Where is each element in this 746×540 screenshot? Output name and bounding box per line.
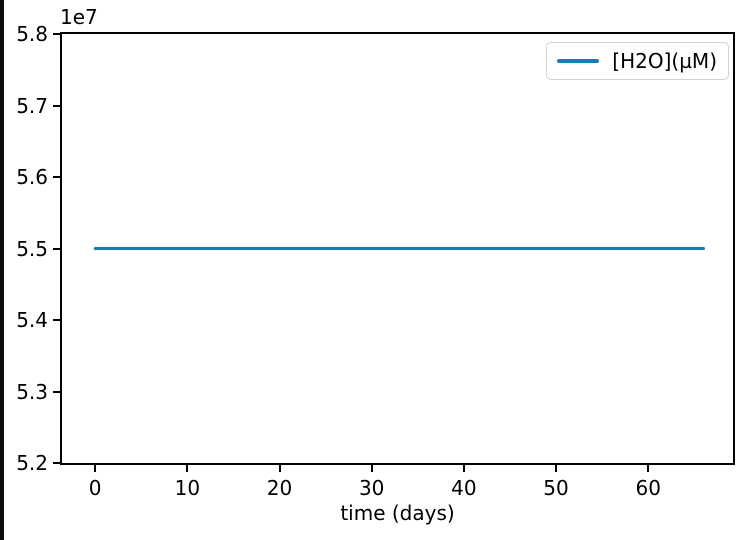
- x-tick-label: 50: [543, 476, 569, 500]
- y-tick-label: 5.5: [16, 236, 48, 261]
- y-tick-mark: [53, 176, 60, 178]
- legend-line-sample-icon: [557, 59, 600, 63]
- y-tick-label: 5.4: [16, 308, 48, 332]
- y-tick-label: 5.3: [16, 379, 48, 404]
- x-tick-label: 0: [88, 476, 102, 500]
- y-tick-label: 5.7: [16, 93, 48, 118]
- x-tick-mark: [186, 465, 189, 472]
- x-tick-mark: [647, 465, 650, 472]
- x-tick-label: 40: [451, 476, 477, 500]
- x-tick-label: 30: [358, 476, 385, 500]
- x-tick-label: 10: [174, 476, 201, 500]
- x-tick-mark: [94, 465, 97, 472]
- x-tick-mark: [370, 465, 373, 472]
- y-tick-mark: [53, 104, 60, 107]
- x-axis-label: time (days): [340, 501, 455, 525]
- y-axis-offset-text: 1e7: [60, 5, 98, 29]
- y-tick-mark: [53, 462, 60, 464]
- y-tick-mark: [53, 390, 60, 393]
- x-tick-label: 20: [266, 476, 293, 500]
- plot-area: [60, 32, 735, 465]
- screen-edge-bar: [0, 0, 4, 540]
- y-tick-mark: [53, 247, 60, 250]
- y-tick-mark: [53, 33, 60, 35]
- x-tick-mark: [462, 465, 465, 472]
- data-line-layer: [93, 247, 706, 250]
- y-tick-mark: [53, 319, 60, 321]
- x-tick-mark: [555, 465, 558, 472]
- x-tick-label: 60: [635, 476, 661, 500]
- y-tick-label: 5.6: [16, 165, 48, 189]
- legend-box: [H2O](µM): [546, 42, 729, 80]
- y-tick-label: 5.2: [16, 451, 48, 475]
- y-tick-label: 5.8: [16, 22, 48, 46]
- x-tick-mark: [278, 465, 281, 472]
- legend-entry-label: [H2O](µM): [612, 49, 717, 73]
